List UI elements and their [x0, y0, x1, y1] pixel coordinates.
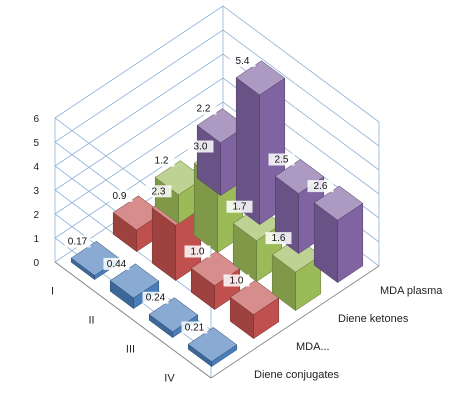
svg-text:0.44: 0.44	[107, 259, 127, 270]
data-label: 1.0	[184, 245, 211, 258]
category-label: IV	[164, 373, 175, 385]
data-label: 0.21	[181, 321, 208, 334]
category-label: III	[126, 344, 135, 356]
svg-text:5.4: 5.4	[236, 56, 250, 67]
svg-text:2.6: 2.6	[314, 181, 328, 192]
gridline	[54, 5, 380, 123]
svg-text:0.21: 0.21	[185, 322, 205, 333]
svg-text:2.3: 2.3	[152, 186, 166, 197]
data-label: 1.2	[148, 154, 175, 167]
y-tick-label: 2	[33, 210, 39, 221]
series-label: Diene ketones	[338, 313, 409, 325]
floor-edge	[210, 265, 380, 379]
svg-text:1.0: 1.0	[191, 247, 205, 258]
data-label: 0.9	[106, 189, 133, 202]
series-label: MDA...	[296, 341, 330, 353]
y-tick-label: 6	[33, 114, 39, 125]
y-tick-label: 1	[33, 234, 39, 245]
bar	[313, 185, 364, 284]
y-tick-label: 0	[33, 258, 39, 269]
svg-text:2.2: 2.2	[197, 104, 211, 115]
y-tick-label: 4	[33, 162, 39, 173]
svg-text:1.2: 1.2	[155, 156, 169, 167]
bars	[70, 60, 364, 368]
data-label: 1.7	[226, 200, 253, 213]
series-label: Diene conjugates	[254, 369, 340, 381]
svg-text:1.6: 1.6	[272, 233, 286, 244]
bar	[271, 237, 322, 312]
category-label: I	[51, 286, 54, 298]
data-label: 0.44	[103, 257, 130, 270]
svg-text:0.24: 0.24	[146, 293, 166, 304]
svg-text:1.0: 1.0	[230, 276, 244, 287]
y-tick-label: 3	[33, 186, 39, 197]
data-label: 0.24	[142, 291, 169, 304]
data-label: 1.0	[223, 274, 250, 287]
svg-text:0.17: 0.17	[68, 236, 88, 247]
svg-text:3.0: 3.0	[194, 142, 208, 153]
svg-text:0.9: 0.9	[113, 191, 127, 202]
data-label: 2.6	[307, 180, 334, 193]
y-tick-label: 5	[33, 138, 39, 149]
data-label: 5.4	[229, 54, 256, 67]
floor-edge	[54, 261, 212, 379]
data-label: 1.6	[265, 232, 292, 245]
series-label: MDA plasma	[380, 285, 443, 297]
data-label: 2.2	[190, 102, 217, 115]
data-label: 2.3	[145, 185, 172, 198]
data-label: 3.0	[187, 140, 214, 153]
data-label: 2.5	[268, 153, 295, 166]
category-label: II	[88, 315, 94, 327]
axes	[54, 261, 380, 379]
data-label: 0.17	[64, 235, 91, 248]
bar	[187, 327, 238, 368]
svg-text:1.7: 1.7	[233, 202, 247, 213]
svg-text:2.5: 2.5	[275, 155, 289, 166]
